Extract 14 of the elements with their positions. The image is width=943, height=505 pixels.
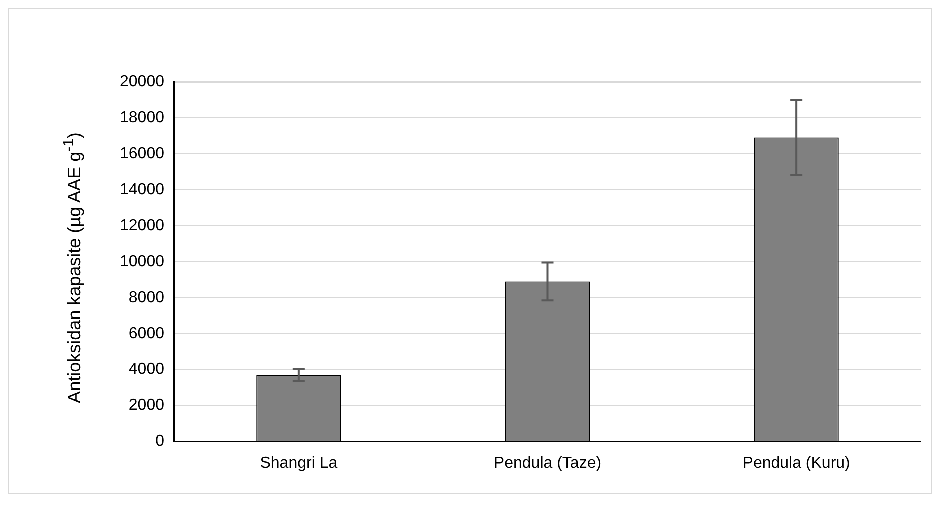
y-tick-label: 12000 [120, 217, 165, 234]
y-tick-label: 20000 [120, 73, 165, 90]
y-tick-label: 2000 [128, 397, 165, 414]
x-tick-label: Shangri La [260, 454, 338, 472]
x-tick-label: Pendula (Taze) [494, 454, 602, 472]
y-tick-label: 8000 [128, 289, 165, 306]
y-tick-label: 14000 [120, 181, 165, 198]
x-tick-label: Pendula (Kuru) [742, 454, 850, 472]
y-tick-label: 10000 [120, 253, 165, 270]
y-tick-label: 4000 [128, 361, 165, 378]
y-tick-label: 18000 [120, 109, 165, 126]
y-tick-label: 6000 [128, 325, 165, 342]
y-tick-label: 16000 [120, 145, 165, 162]
y-tick-label: 0 [156, 433, 165, 450]
